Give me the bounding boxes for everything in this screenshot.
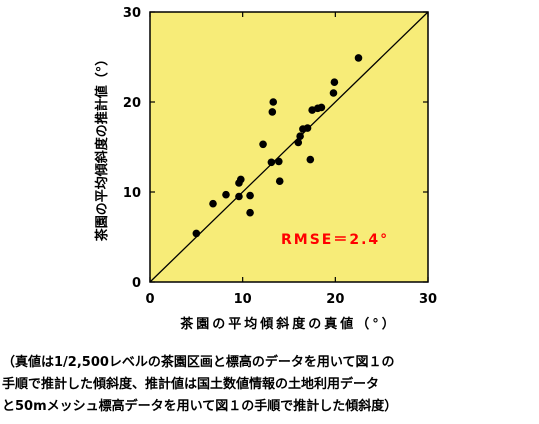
x-tick-label-2: 20 — [326, 292, 344, 307]
data-point-2 — [222, 190, 230, 199]
data-point-6 — [246, 191, 254, 200]
data-point-22 — [329, 89, 338, 97]
data-points — [192, 54, 363, 238]
data-point-0 — [192, 229, 201, 238]
data-point-14 — [294, 138, 303, 147]
data-point-10 — [268, 108, 277, 116]
rmse-annotation: RMSE＝2.4° — [281, 232, 389, 248]
data-point-9 — [267, 158, 276, 167]
caption-line-2: 手順で推計した傾斜度、推計値は国土数値情報の土地利用データ — [2, 377, 380, 392]
scatter-chart: 0 10 20 30 0 10 20 30 茶園の平均傾斜度の真値（°） 茶園の平均傾斜度の推… — [94, 6, 437, 332]
data-point-5 — [237, 175, 245, 184]
x-tick-label-0: 0 — [145, 292, 154, 307]
y-tick-label-2: 20 — [123, 96, 141, 111]
data-point-18 — [306, 155, 315, 164]
y-tick-label-1: 10 — [123, 186, 141, 201]
data-point-15 — [296, 132, 304, 140]
caption-line-1: （真値は1/2,500レベルの茶園区画と標高のデータを用いて図１の — [2, 355, 395, 370]
data-point-8 — [259, 140, 267, 149]
figure-caption: （真値は1/2,500レベルの茶園区画と標高のデータを用いて図１の 手順で推計し… — [2, 352, 537, 418]
data-point-21 — [317, 103, 326, 112]
data-point-7 — [246, 208, 254, 217]
data-point-17 — [303, 124, 312, 132]
x-axis-title: 茶園の平均傾斜度の真値（°） — [180, 316, 398, 332]
caption-line-3: と50mメッシュ標高データを用いて図１の手順で推計した傾斜度） — [2, 399, 398, 414]
data-point-24 — [354, 54, 363, 62]
data-point-23 — [330, 78, 339, 86]
y-axis-title: 茶園の平均傾斜度の推計値（°） — [94, 53, 110, 242]
axis-ticks — [149, 11, 429, 283]
axis-tick-labels: 0 10 20 30 0 10 20 30 — [123, 6, 437, 307]
data-point-11 — [269, 98, 278, 106]
y-tick-label-3: 30 — [123, 6, 141, 21]
data-point-1 — [209, 199, 217, 208]
data-point-13 — [275, 177, 284, 185]
data-point-3 — [235, 192, 243, 201]
data-point-12 — [275, 157, 283, 166]
x-tick-label-1: 10 — [234, 292, 252, 307]
x-tick-label-3: 30 — [419, 292, 437, 307]
y-tick-label-0: 0 — [132, 276, 141, 291]
